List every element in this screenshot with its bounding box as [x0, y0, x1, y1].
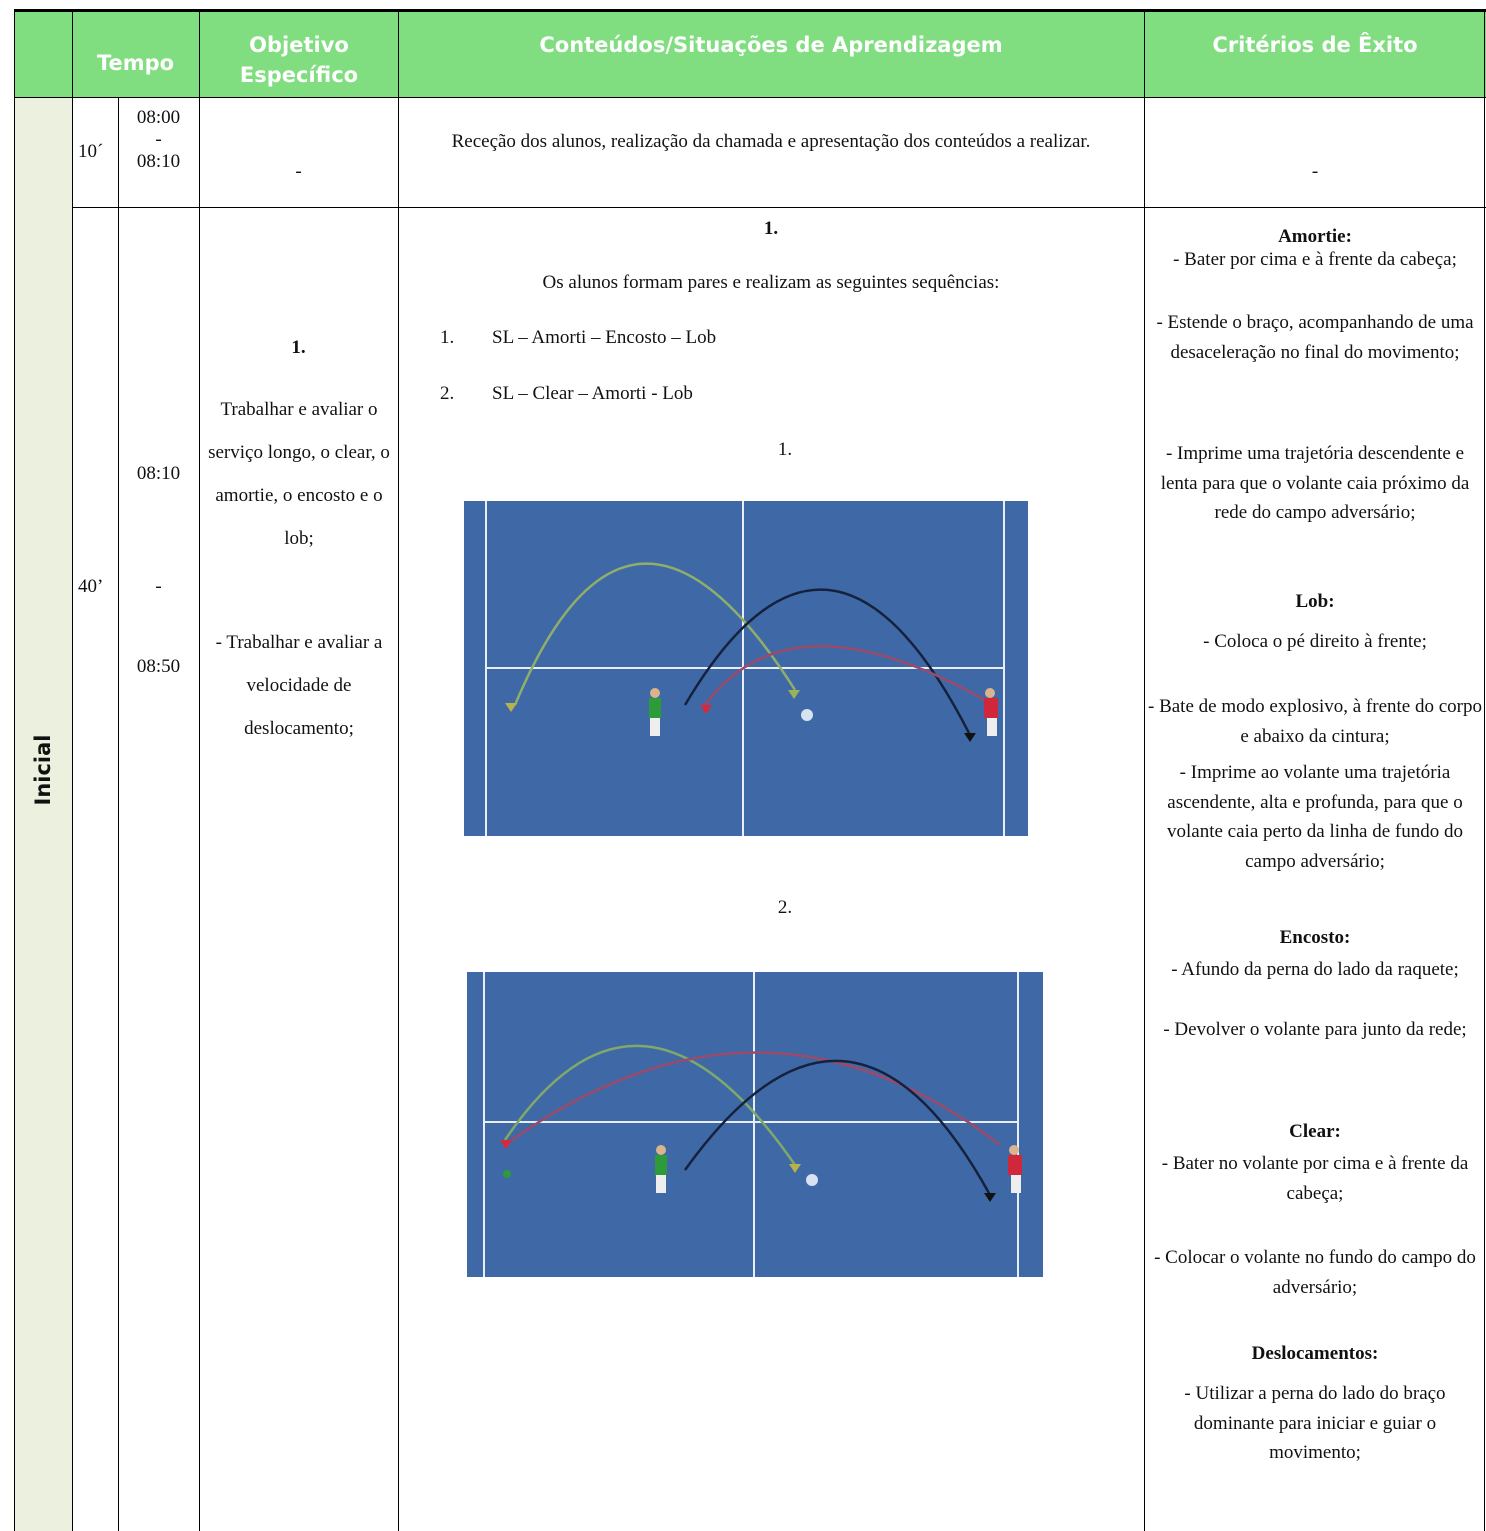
court-diagram [467, 972, 1043, 1277]
criteria-item: - Afundo da perna do lado da raquete; [1171, 959, 1459, 980]
top-rule [14, 9, 1486, 12]
criteria-item: - Colocar o volante no fundo do campo do… [1154, 1247, 1476, 1298]
criteria-heading: Encosto: [1279, 927, 1351, 948]
objective: - [295, 161, 302, 182]
figure-label: 2. [777, 897, 793, 918]
criteria-heading: Clear: [1289, 1121, 1341, 1142]
phase-label: Inicial [31, 734, 55, 806]
criteria-item: - Imprime ao volante uma trajetória asce… [1167, 762, 1463, 872]
phase-band [14, 97, 72, 1531]
objective-text: Trabalhar e avaliar o serviço longo, o c… [208, 399, 390, 549]
duration: 10´ [78, 141, 104, 162]
criteria-heading: Amortie: [1278, 226, 1352, 247]
column-header: Objetivo Específico [239, 33, 359, 87]
header-band [14, 12, 1486, 97]
rule [398, 9, 399, 1531]
rule [118, 97, 119, 1531]
rule [72, 9, 73, 1531]
figure-label: 1. [777, 439, 793, 460]
criteria-item: - Devolver o volante para junto da rede; [1163, 1019, 1467, 1040]
objective-text: - Trabalhar e avaliar a velocidade de de… [215, 632, 383, 739]
time: 08:10 [136, 463, 181, 484]
sequence-number: 2. [440, 383, 455, 404]
objective-number: 1. [291, 337, 306, 358]
time: - [155, 576, 162, 597]
criteria: - [1311, 161, 1319, 182]
column-header: Critérios de Êxito [1212, 33, 1418, 57]
rule [72, 207, 1486, 208]
sequence-number: 1. [440, 327, 455, 348]
content-intro: Os alunos formam pares e realizam as seg… [542, 272, 1000, 293]
criteria-item: - Estende o braço, acompanhando de uma d… [1156, 312, 1474, 363]
column-header: Tempo [96, 51, 175, 75]
criteria-item: - Bate de modo explosivo, à frente do co… [1148, 696, 1482, 747]
sequence-text: SL – Clear – Amorti - Lob [492, 383, 693, 404]
time: 08:10 [136, 151, 181, 172]
criteria-item: - Bater por cima e à frente da cabeça; [1173, 249, 1457, 270]
rule [14, 9, 15, 1531]
court-diagram [464, 501, 1028, 836]
content: Receção dos alunos, realização da chamad… [451, 131, 1091, 152]
criteria-item: - Bater no volante por cima e à frente d… [1161, 1153, 1469, 1204]
rule [14, 97, 1486, 98]
criteria-item: - Imprime uma trajetória descendente e l… [1160, 443, 1470, 523]
criteria-item: - Utilizar a perna do lado do braço domi… [1184, 1383, 1446, 1463]
time: 08:00 [136, 107, 181, 128]
sequence-text: SL – Amorti – Encosto – Lob [492, 327, 717, 348]
rule [1484, 9, 1485, 1531]
content-number: 1. [763, 218, 779, 239]
duration: 40’ [78, 576, 104, 597]
criteria-item: - Coloca o pé direito à frente; [1203, 631, 1427, 652]
rule [199, 9, 200, 1531]
rule [1144, 9, 1145, 1531]
criteria-heading: Lob: [1295, 591, 1335, 612]
criteria-heading: Deslocamentos: [1251, 1343, 1379, 1364]
time: 08:50 [136, 656, 181, 677]
time: - [155, 129, 162, 150]
column-header: Conteúdos/Situações de Aprendizagem [539, 33, 1003, 57]
